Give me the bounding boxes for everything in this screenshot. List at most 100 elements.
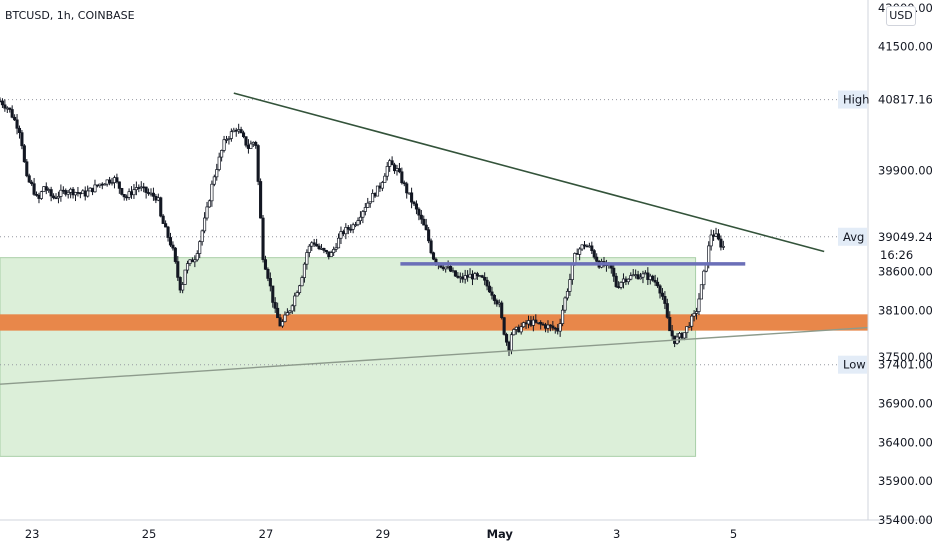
candle-body [134, 187, 138, 191]
candle-body [261, 217, 265, 260]
candle-body [483, 276, 487, 281]
candle-body [565, 291, 570, 299]
candle-body [429, 240, 433, 254]
candle-body [112, 177, 117, 183]
candle-body [88, 187, 92, 192]
candle-body [188, 259, 192, 264]
candle-body [181, 284, 185, 291]
candle-body [388, 160, 392, 167]
candle-body [463, 275, 467, 280]
volume-profile-box-layer [0, 257, 697, 457]
avg-label-box [838, 227, 867, 246]
candle-body [580, 244, 584, 250]
candle-body [505, 334, 509, 343]
candle-body [190, 259, 194, 263]
candle-body [495, 300, 499, 305]
candle-body [185, 263, 190, 271]
candle-body [234, 129, 238, 132]
price-tick-label: 37500.00 [878, 350, 932, 364]
candle-body [81, 190, 85, 194]
candle-body [697, 298, 701, 312]
candle-body [497, 302, 501, 305]
candle-body [15, 119, 19, 129]
candle-body [37, 194, 41, 199]
candle-body [249, 143, 253, 149]
candle-body [663, 296, 667, 304]
price-tick-label: 36900.00 [878, 397, 932, 411]
descending-trendline[interactable] [233, 92, 825, 253]
candle-body [293, 295, 297, 307]
avg-label: Avg [843, 230, 864, 244]
candle-body [646, 272, 650, 280]
candle-body [54, 197, 58, 200]
candle-body [412, 201, 416, 205]
drawings-layer [0, 92, 869, 385]
time-tick-label: May [487, 527, 514, 541]
candle-body [93, 184, 97, 193]
candle-body [529, 320, 533, 326]
price-tick-label: 39900.00 [878, 164, 932, 178]
candle-body [558, 323, 562, 332]
candle-body [307, 245, 311, 253]
candle-body [514, 326, 518, 330]
candle-body [125, 196, 129, 199]
candle-body [677, 333, 682, 338]
candle-body [638, 276, 643, 280]
candle-body [283, 314, 287, 322]
candle-body [446, 266, 450, 268]
candle-body [103, 183, 107, 186]
candle-body [714, 233, 718, 237]
price-tick-label: 38100.00 [878, 303, 932, 317]
time-tick-label: 27 [259, 527, 274, 541]
time-axis[interactable]: 23 25 27 29 May 3 5 [25, 527, 737, 541]
candle-body [524, 322, 528, 325]
candle-body [156, 197, 160, 201]
low-label-box [838, 355, 867, 374]
candle-body [390, 160, 394, 166]
candle-body [453, 270, 457, 277]
candle-body [509, 334, 513, 351]
candle-body [575, 253, 579, 255]
candle-body [334, 247, 338, 250]
time-tick-label: 5 [730, 527, 737, 541]
currency-button[interactable]: USD [886, 6, 916, 26]
price-axis[interactable]: 42000.0041500.0040817.1639900.0039049.24… [878, 1, 932, 527]
candle-body [716, 233, 721, 240]
price-tick-label: 35400.00 [878, 513, 932, 527]
candle-body [643, 272, 647, 275]
candle-body [217, 156, 221, 170]
candle-body [371, 193, 375, 203]
candle-body [83, 190, 87, 197]
candle-body [317, 245, 321, 250]
candle-body [366, 202, 370, 208]
candle-body [648, 275, 652, 280]
candle-body [541, 323, 545, 326]
candle-body [239, 129, 243, 134]
candle-body [617, 286, 621, 288]
candle-body [658, 285, 662, 294]
candle-body [492, 294, 496, 301]
ascending-trendline[interactable] [0, 326, 869, 385]
candle-body [27, 175, 31, 183]
candle-body [536, 322, 540, 324]
time-tick-label: 23 [25, 527, 40, 541]
candle-body [651, 275, 655, 281]
candle-body [110, 182, 114, 184]
candle-body [614, 275, 618, 287]
candle-body [246, 144, 250, 149]
time-tick-label: 29 [376, 527, 391, 541]
candle-body [69, 188, 73, 193]
candle-body [117, 181, 121, 189]
candle-body [137, 187, 141, 189]
candle-body [470, 273, 475, 280]
candle-body [517, 326, 521, 333]
candle-body [400, 171, 404, 184]
price-tick-label: 36400.00 [878, 435, 932, 449]
candle-body [168, 237, 173, 246]
candle-body [319, 247, 324, 250]
candle-body [259, 181, 263, 219]
candle-body [108, 179, 112, 184]
support-zone [0, 314, 868, 331]
candle-body [346, 227, 350, 230]
